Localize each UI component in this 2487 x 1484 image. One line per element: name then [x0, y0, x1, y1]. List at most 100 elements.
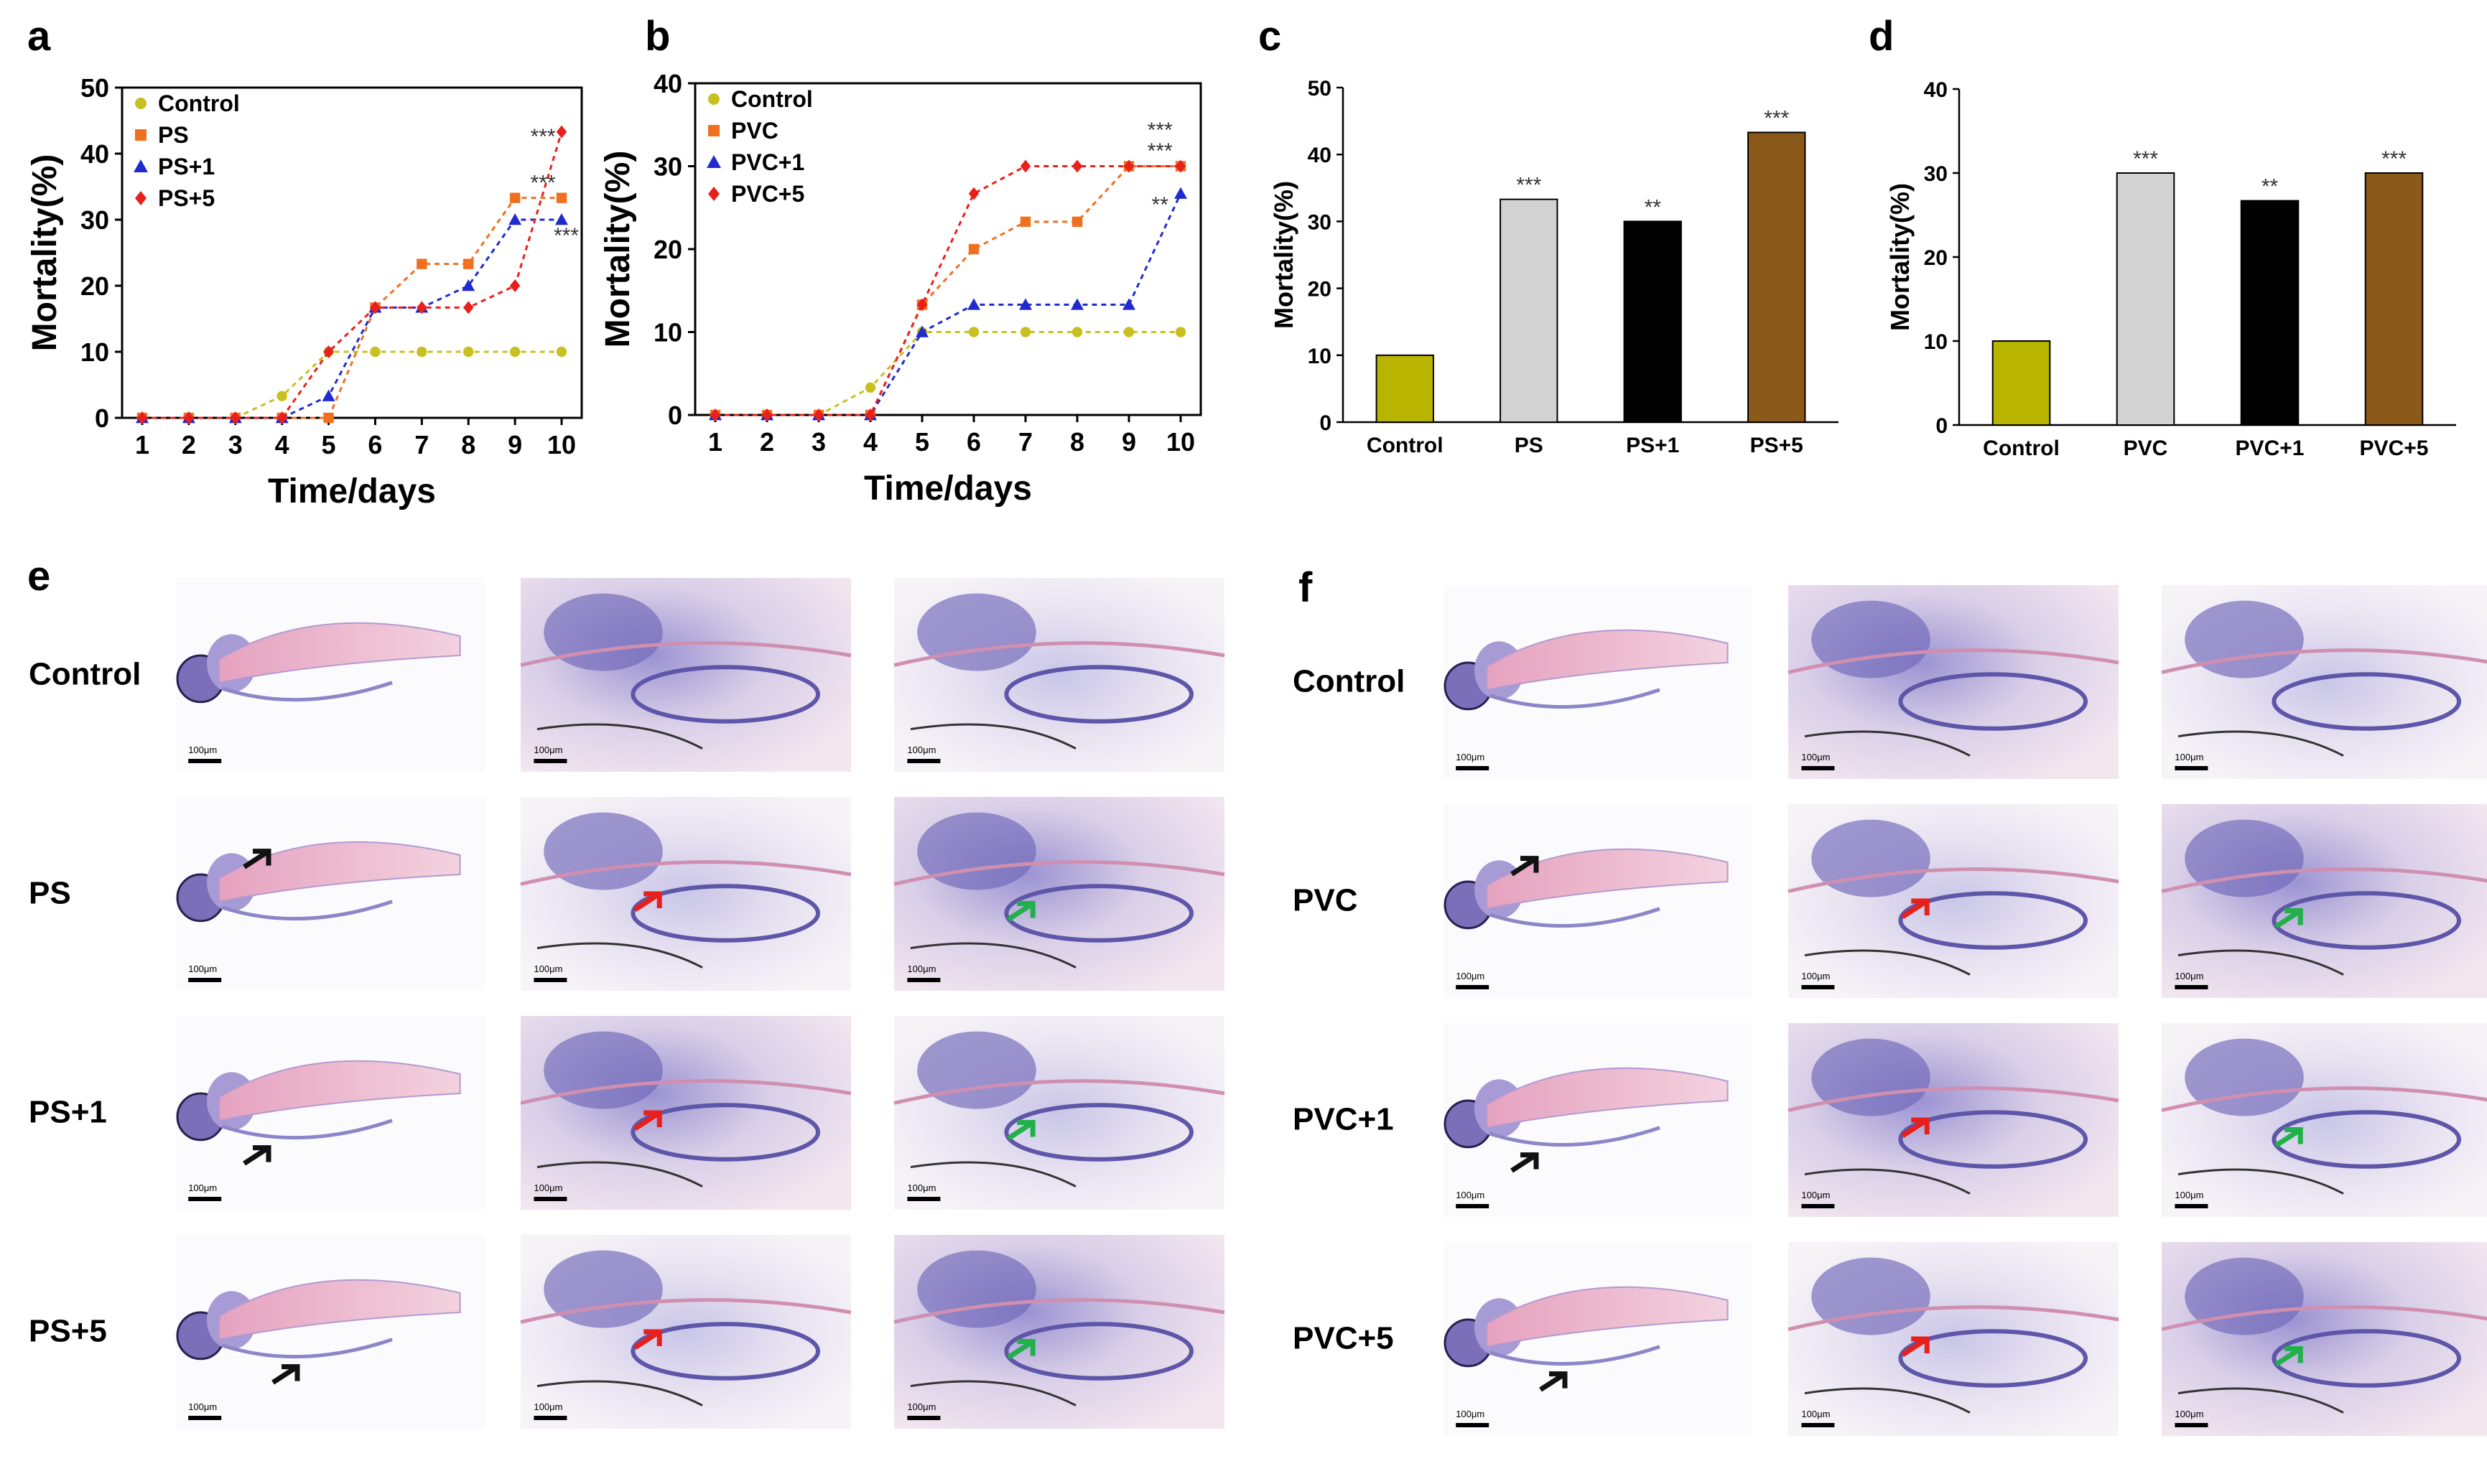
panel-label-c: c [1258, 13, 1281, 60]
y-tick-label: 10 [654, 318, 682, 347]
data-point [813, 409, 824, 421]
scale-bar [1801, 985, 1835, 989]
arrow-head [1911, 1336, 1930, 1353]
y-tick-label: 40 [80, 139, 109, 169]
data-point [707, 155, 721, 168]
scale-bar-label: 100μm [1456, 752, 1484, 762]
data-point [555, 213, 568, 225]
series-line [715, 331, 1181, 416]
data-point [556, 125, 567, 139]
scale-bar-label: 100μm [188, 1182, 217, 1193]
x-tick-label: PVC [2124, 437, 2168, 460]
data-point [710, 409, 721, 421]
scale-bar-label: 100μm [2175, 752, 2203, 762]
intestinal-wall [1004, 1322, 1194, 1381]
data-point [135, 129, 147, 141]
x-tick-label: 9 [1122, 427, 1136, 457]
tissue-fold [2161, 1305, 2487, 1331]
legend-entry: PS [158, 122, 189, 148]
plot-frame [121, 86, 583, 419]
data-point [968, 327, 980, 337]
series-line [142, 197, 562, 419]
cell-cluster [544, 1031, 663, 1109]
scale-bar [1801, 1423, 1835, 1427]
series-control [710, 327, 1186, 421]
legend-entry: PVC+5 [731, 181, 804, 207]
trunk-muscle [1486, 1286, 1729, 1348]
tissue-fold [893, 860, 1225, 886]
data-point [968, 187, 980, 200]
significance-label: *** [1764, 106, 1789, 130]
scale-bar-label: 100μm [534, 745, 562, 755]
x-tick-label: PS+1 [1626, 434, 1679, 457]
arrow [243, 849, 270, 869]
arrow-head [1549, 1371, 1568, 1389]
trunk-muscle [218, 622, 461, 684]
y-tick-label: 10 [1924, 330, 1948, 354]
scale-bar [1456, 1204, 1489, 1208]
data-point [1175, 327, 1186, 337]
tissue-fold [893, 641, 1225, 667]
histology-row: 100μm 100μm 100μm [176, 1016, 1225, 1210]
tissue-fold [2161, 648, 2487, 674]
pigment-streak [2177, 1168, 2344, 1195]
intestinal-wall [631, 884, 821, 943]
y-tick-label: 10 [80, 337, 109, 367]
scale-bar-label: 100μm [907, 963, 936, 974]
bar [2116, 172, 2175, 426]
x-tick-label: 8 [1070, 427, 1084, 457]
gut-outline [1489, 907, 1660, 928]
data-point [183, 411, 195, 424]
pigment-streak [2177, 949, 2344, 976]
significance-label: *** [2381, 147, 2407, 171]
x-tick-label: 2 [182, 430, 196, 459]
data-point [136, 411, 148, 424]
arrow-head [1017, 901, 1036, 918]
arrow-head [643, 1110, 662, 1127]
arrow-head [282, 1364, 300, 1381]
scale-bar-label: 100μm [1801, 971, 1830, 981]
pigment-streak [910, 1161, 1077, 1187]
scale-bar [2175, 1204, 2208, 1208]
arrow [1510, 856, 1538, 877]
data-point [1175, 159, 1186, 173]
cell-cluster [1811, 600, 1930, 678]
y-tick-label: 30 [80, 205, 109, 235]
data-point [916, 298, 928, 312]
data-point [1071, 216, 1083, 228]
data-point [1071, 298, 1084, 310]
arrow-head [2284, 1346, 2303, 1363]
y-tick-label: 0 [1935, 414, 1948, 438]
arrow-head [253, 1145, 271, 1162]
trunk-muscle [218, 1279, 461, 1341]
x-tick-label: 10 [547, 430, 576, 459]
series-ps [136, 192, 567, 424]
data-point [708, 93, 720, 105]
histology-row: 100μm 100μm 100μm [1444, 1023, 2487, 1217]
histology-row: 100μm 100μm 100μm [1444, 585, 2487, 779]
data-point [509, 192, 521, 203]
data-point [134, 159, 148, 172]
series-line [715, 165, 1181, 416]
y-tick-label: 50 [1308, 77, 1331, 101]
significance-label: *** [531, 172, 556, 195]
legend-entry: Control [731, 86, 813, 112]
significance-label: ** [1645, 195, 1662, 219]
legend-entry: PVC+1 [731, 149, 804, 175]
data-point [462, 279, 475, 291]
x-tick-label: 6 [967, 427, 981, 457]
legend: Control PS PS+1 PS+5 [134, 90, 240, 211]
series-control [136, 346, 567, 424]
tissue-fold [1788, 1086, 2119, 1112]
x-axis-title: Time/days [864, 470, 1032, 508]
gut-outline [221, 1119, 393, 1140]
data-point [556, 192, 567, 203]
scale-bar-label: 100μm [188, 1401, 217, 1412]
histology-row: 100μm 100μm 100μm [1444, 804, 2487, 998]
pigment-streak [910, 1380, 1077, 1406]
significance-label: *** [2133, 147, 2158, 171]
tissue-fold [893, 1298, 1225, 1324]
arrow [633, 1111, 661, 1131]
arrow [633, 1330, 661, 1350]
pigment-streak [536, 942, 703, 969]
